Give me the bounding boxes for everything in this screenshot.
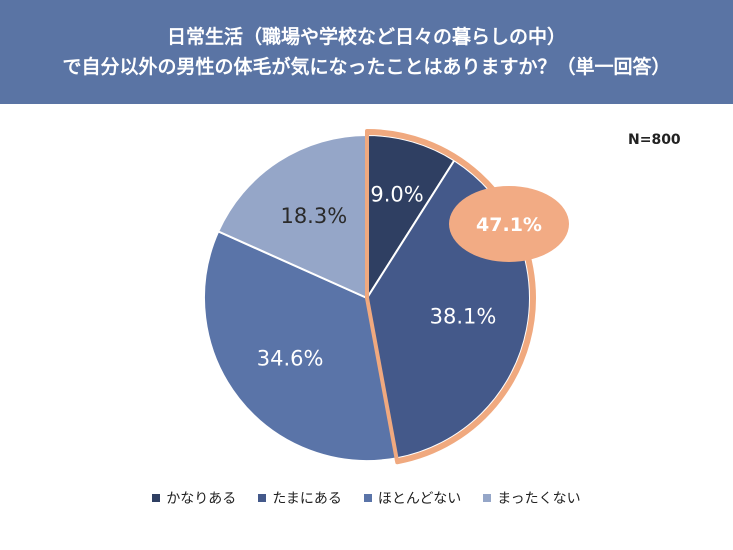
sample-size-label: N=800 (628, 132, 681, 148)
highlight-label: 47.1% (476, 214, 542, 236)
data-label-3: 34.6% (257, 346, 324, 370)
legend-item-3: ほとんどない (363, 488, 462, 508)
highlight-bubble (449, 186, 569, 262)
chart-title-banner: 日常生活（職場や学校など日々の暮らしの中） で自分以外の男性の体毛が気になったこ… (0, 0, 733, 104)
chart-title-line-1: 日常生活（職場や学校など日々の暮らしの中） (166, 26, 566, 48)
legend-swatch (483, 494, 492, 502)
legend-item-1: かなりある (152, 488, 236, 508)
chart-title-line-2: で自分以外の男性の体毛が気になったことはありますか？（単一回答） (62, 56, 671, 78)
data-label-1: 9.0% (370, 183, 423, 207)
legend-label: ほとんどない (377, 491, 462, 507)
legend-label: かなりある (166, 491, 237, 507)
chart-legend: かなりある たまにある ほとんどない まったくない (0, 488, 733, 508)
pie-slice-3 (203, 230, 398, 462)
legend-swatch (258, 494, 267, 502)
legend-label: たまにある (272, 491, 342, 507)
data-label-4: 18.3% (280, 204, 347, 228)
legend-item-2: たまにある (258, 488, 342, 508)
data-label-2: 38.1% (430, 305, 497, 329)
pie-slice-4 (216, 133, 368, 300)
legend-swatch (363, 494, 372, 502)
legend-swatch (152, 494, 161, 502)
legend-item-4: まったくない (483, 488, 581, 508)
legend-label: まったくない (497, 491, 581, 507)
highlight-border (365, 131, 534, 463)
